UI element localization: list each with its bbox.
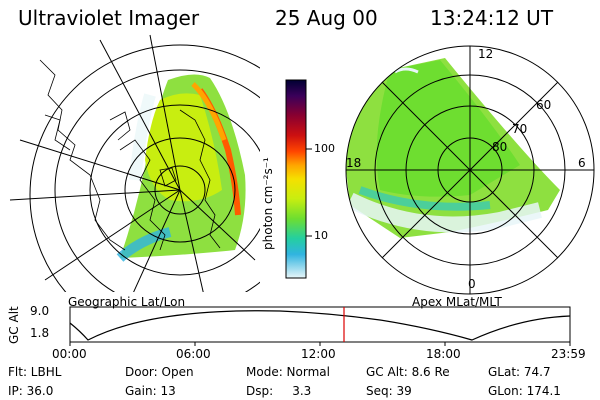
alt-xtick-1800: 18:00 bbox=[426, 347, 461, 361]
alt-y-axis-label: GC Alt bbox=[7, 306, 21, 344]
alt-ytick-9: 9.0 bbox=[30, 304, 50, 318]
colorbar-tick-100: 100 bbox=[314, 142, 335, 155]
info-door: Door: Open bbox=[125, 365, 194, 379]
right-panel-caption: Apex MLat/MLT bbox=[412, 295, 502, 309]
info-gc-alt: GC Alt: 8.6 Re bbox=[366, 365, 450, 379]
mlat-label-70: 70 bbox=[512, 122, 528, 136]
info-glat: GLat: 74.7 bbox=[488, 365, 551, 379]
info-dsp: Dsp: 3.3 bbox=[246, 384, 312, 398]
mlt-label-6: 6 bbox=[578, 156, 586, 170]
alt-xtick-2359: 23:59 bbox=[551, 347, 586, 361]
info-mode: Mode: Normal bbox=[246, 365, 330, 379]
alt-xtick-0000: 00:00 bbox=[52, 347, 87, 361]
info-filter: Flt: LBHL bbox=[8, 365, 62, 379]
time-label: 13:24:12 UT bbox=[430, 6, 554, 30]
altitude-curve bbox=[69, 310, 571, 341]
info-glon: GLon: 174.1 bbox=[488, 384, 561, 398]
mlat-label-80: 80 bbox=[492, 140, 508, 154]
mlt-label-0: 0 bbox=[468, 277, 476, 291]
info-ip: IP: 36.0 bbox=[8, 384, 54, 398]
info-gain: Gain: 13 bbox=[125, 384, 176, 398]
alt-xtick-1200: 12:00 bbox=[301, 347, 336, 361]
mlat-label-60: 60 bbox=[536, 98, 552, 112]
alt-ytick-1-8: 1.8 bbox=[30, 326, 50, 340]
alt-xtick-0600: 06:00 bbox=[176, 347, 211, 361]
colorbar-gradient bbox=[285, 79, 307, 279]
left-panel-caption: Geographic Lat/Lon bbox=[68, 295, 186, 309]
instrument-title: Ultraviolet Imager bbox=[18, 6, 200, 30]
mlt-label-12: 12 bbox=[478, 47, 494, 61]
colorbar-tick-10: 10 bbox=[314, 229, 328, 242]
info-seq: Seq: 39 bbox=[366, 384, 412, 398]
mlt-label-18: 18 bbox=[346, 156, 362, 170]
date-label: 25 Aug 00 bbox=[275, 6, 378, 30]
